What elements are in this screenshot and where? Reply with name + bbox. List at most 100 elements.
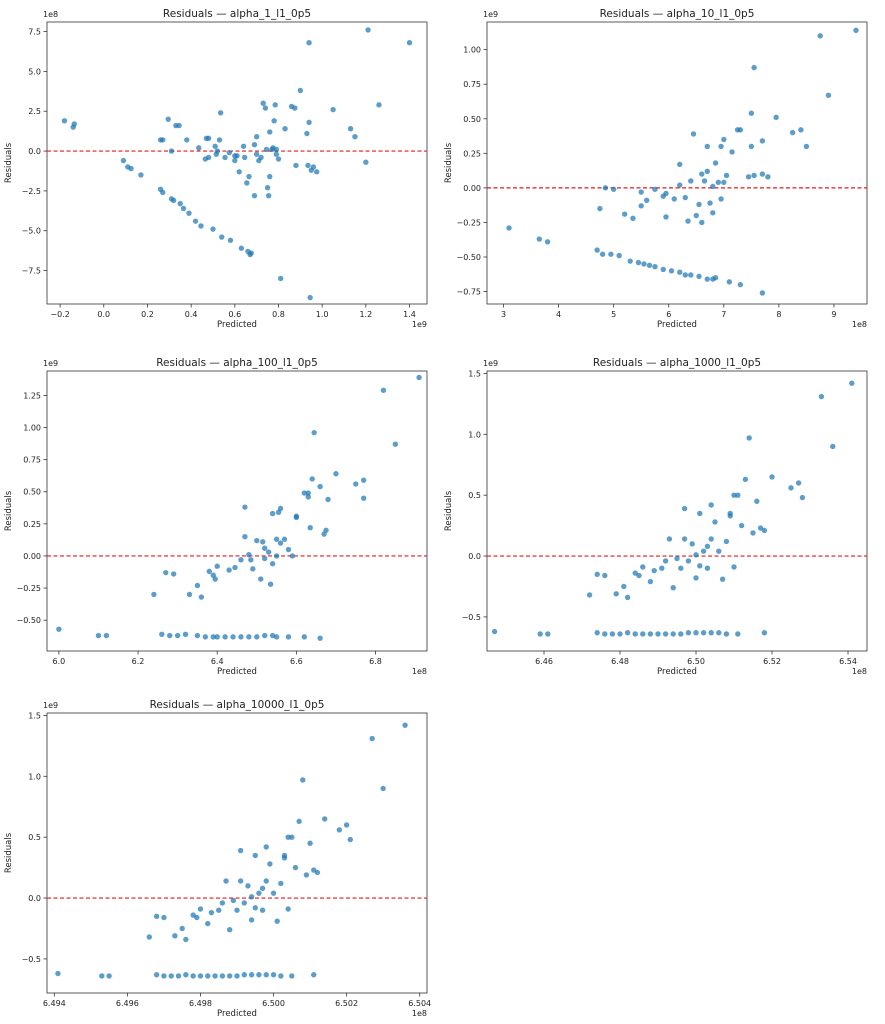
y-tick-label: 1.25: [23, 391, 41, 400]
scatter-point: [273, 146, 280, 153]
scatter-point: [71, 121, 77, 127]
scatter-point: [241, 900, 248, 906]
scatter-point: [745, 174, 752, 180]
y-tick-label: −0.25: [16, 584, 41, 593]
y-tick-label: 2.5: [28, 107, 41, 116]
scatter-point: [392, 441, 399, 447]
scatter-point: [184, 137, 190, 143]
scatter-point: [627, 258, 633, 264]
scatter-point: [670, 631, 676, 637]
scatter-point: [254, 634, 260, 640]
scatter-point: [406, 40, 413, 46]
x-tick-label: 6.54: [839, 657, 857, 666]
scatter-point: [402, 722, 408, 728]
scatter-point: [825, 92, 832, 98]
scatter-point: [663, 214, 669, 220]
scatter-point: [281, 536, 288, 542]
scatter-point: [160, 137, 166, 143]
scatter-point: [311, 429, 317, 436]
scatter-point: [263, 878, 269, 884]
scatter-point: [708, 502, 714, 508]
scatter-point: [251, 192, 258, 199]
scatter-point: [306, 119, 312, 126]
scatter-point: [165, 116, 171, 122]
subplot-4: 6.46 6.48 6.50 6.52 6.54 −0.5 0.0 0.5 1.0 1.5 Resi…: [444, 357, 868, 677]
scatter-point: [718, 143, 724, 150]
scatter-point: [242, 504, 248, 510]
y-tick-label: 1.00: [463, 46, 481, 55]
scatter-point: [677, 182, 683, 188]
scatter-point: [242, 533, 248, 540]
x-tick-label: 5: [611, 310, 616, 319]
scatter-point: [192, 218, 199, 224]
scatter-point: [232, 564, 238, 571]
x-tick-label: 6.48: [611, 657, 629, 666]
scatter-point: [666, 536, 673, 542]
scatter-point: [227, 237, 234, 243]
scatter-point: [309, 476, 315, 482]
scatter-point: [651, 567, 657, 574]
scatter-point: [659, 565, 665, 571]
scatter-point: [273, 536, 280, 542]
scatter-point: [700, 630, 707, 636]
scatter-point: [798, 127, 804, 133]
scatter-point: [681, 505, 688, 512]
scatter-point: [307, 294, 313, 301]
scatter-point: [746, 435, 752, 441]
scatter-point: [240, 143, 247, 149]
scatter-point: [818, 393, 825, 400]
scatter-point: [742, 476, 749, 483]
scatter-point: [314, 869, 321, 876]
scatter-point: [699, 219, 705, 226]
scatter-point: [630, 215, 636, 221]
scatter-point: [696, 273, 702, 280]
x-tick-label: 4: [556, 310, 561, 319]
scatter-point: [120, 157, 127, 164]
scatter-point: [708, 536, 714, 542]
scatter-point: [297, 87, 304, 94]
scatter-point: [285, 634, 292, 640]
scatter-point: [259, 885, 266, 892]
scatter-point: [668, 268, 675, 274]
axes-frame: [46, 712, 428, 994]
scatter-point: [621, 583, 627, 590]
scatter-point: [723, 538, 730, 545]
scatter-point: [265, 549, 272, 555]
scatter-point: [748, 143, 755, 150]
y-tick-label: 1.00: [23, 424, 41, 433]
scatter-point: [638, 189, 644, 195]
scatter-point: [646, 262, 653, 268]
scatter-point: [197, 906, 204, 912]
scatter-point: [212, 576, 218, 582]
scatter-point: [307, 840, 313, 846]
scatter-point: [180, 205, 187, 212]
y-tick-label: 5.0: [28, 67, 41, 76]
scatter-point: [365, 27, 371, 33]
scatter-point: [729, 149, 735, 155]
scatter-point: [259, 907, 266, 913]
scatter-point: [677, 269, 683, 275]
scatter-point: [262, 555, 268, 562]
scatter-point: [759, 171, 766, 177]
scatter-point: [177, 200, 183, 207]
x-tick-label: 6.46: [535, 657, 553, 666]
x-tick-label: 6: [666, 310, 671, 319]
scatter-point: [226, 567, 232, 573]
y-tick-label: 0.0: [468, 552, 481, 561]
scatter-point: [210, 226, 216, 232]
scatter-point: [270, 890, 277, 896]
scatter-point: [289, 973, 295, 979]
scatter-point: [696, 201, 702, 208]
x-tick-label: 6.496: [116, 999, 139, 1008]
scatter-point: [759, 138, 766, 144]
scatter-point: [194, 914, 200, 921]
scatter-point: [159, 631, 165, 638]
scatter-point: [273, 634, 280, 640]
scatter-point: [693, 575, 699, 581]
scatter-point: [214, 634, 220, 640]
x-tick-label: 6.4: [211, 657, 224, 666]
scatter-point: [256, 890, 262, 896]
scatter-point: [232, 157, 238, 164]
y-tick-label: −0.50: [456, 253, 481, 262]
